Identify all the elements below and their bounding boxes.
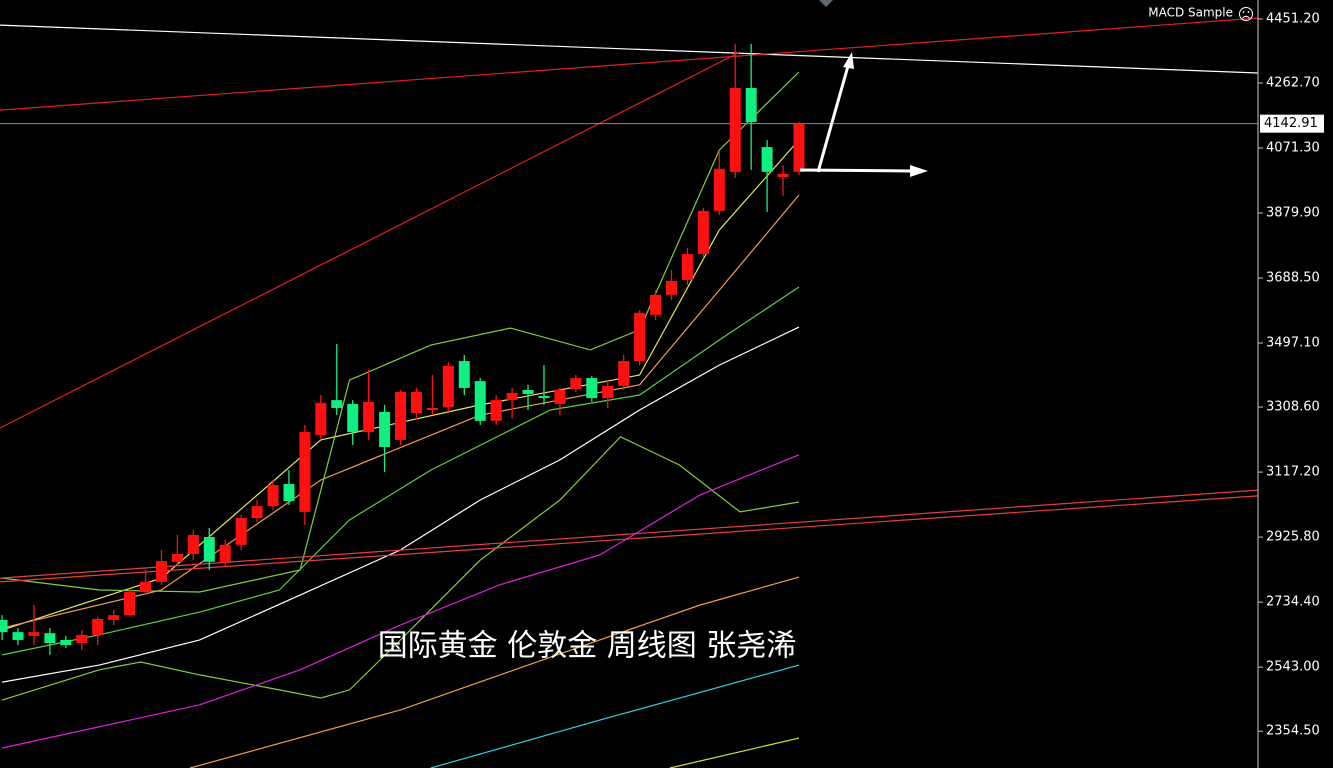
- watermark-text: 国际黄金 伦敦金 周线图 张尧浠: [378, 629, 797, 664]
- candle-body: [697, 210, 709, 255]
- candle-body: [729, 87, 741, 172]
- candle-body: [92, 618, 104, 635]
- candle-body: [458, 361, 470, 388]
- y-tick-label: 2354.50: [1266, 724, 1320, 739]
- shift-marker: [819, 0, 833, 7]
- y-tick-label: 3688.50: [1266, 271, 1320, 286]
- candle-body: [140, 581, 152, 593]
- candle-body: [650, 294, 662, 315]
- candle-body: [602, 385, 614, 399]
- y-tick-label: 3117.20: [1266, 465, 1320, 480]
- candle-body: [490, 400, 502, 421]
- candle-body: [347, 403, 359, 433]
- indicator-line: [669, 737, 800, 768]
- indicator-title: MACD Sample: [1148, 6, 1233, 20]
- arrows: [799, 52, 928, 177]
- candle-body: [506, 393, 518, 401]
- indicator-line: [2, 71, 800, 593]
- y-tick-label: 2734.40: [1266, 595, 1320, 610]
- indicator-line: [0, 24, 1258, 74]
- candle-body: [713, 168, 725, 211]
- current-price-label: 4142.91: [1264, 116, 1318, 131]
- candle-body: [681, 254, 693, 280]
- candle-body: [554, 389, 566, 404]
- candle-body: [171, 554, 183, 562]
- candle-body: [187, 534, 199, 555]
- candle-body: [777, 173, 789, 177]
- arrow-head: [910, 165, 928, 177]
- candle-body: [761, 147, 773, 172]
- candle-body: [76, 634, 88, 644]
- candle-body: [108, 615, 120, 620]
- candle-body: [570, 378, 582, 389]
- y-tick-label: 4451.20: [1266, 11, 1320, 26]
- candle-body: [44, 633, 56, 644]
- candle-body: [251, 506, 263, 519]
- candle-body: [538, 396, 550, 399]
- candle-body: [28, 632, 40, 636]
- indicator-line: [430, 664, 800, 768]
- indicator-line: [1, 436, 800, 701]
- candle-body: [793, 123, 805, 172]
- indicator-line: [189, 576, 800, 768]
- candle-body: [60, 639, 72, 646]
- arrow-line: [816, 65, 850, 173]
- y-tick-label: 4071.30: [1266, 140, 1320, 155]
- candle-body: [410, 391, 422, 414]
- candle-body: [395, 391, 407, 440]
- candle-body: [331, 400, 343, 408]
- plot-area: [0, 17, 1258, 768]
- candle-body: [745, 87, 757, 122]
- indicator-line: [0, 51, 741, 429]
- y-tick-label: 2925.80: [1266, 530, 1320, 545]
- candle-body: [474, 381, 486, 421]
- candle-body: [299, 432, 311, 512]
- y-tick-label: 2543.00: [1266, 660, 1320, 675]
- candle-body: [315, 402, 327, 436]
- candle-body: [12, 632, 24, 640]
- candle-body: [426, 407, 438, 410]
- y-tick-label: 3879.90: [1266, 206, 1320, 221]
- candle-body: [586, 378, 598, 399]
- candle-body: [283, 484, 295, 502]
- current-price-box: [1260, 114, 1324, 133]
- y-tick-label: 4262.70: [1266, 75, 1320, 90]
- candle-body: [203, 537, 215, 562]
- candle-body: [634, 312, 646, 362]
- candle-body: [235, 518, 247, 545]
- candle-body: [618, 361, 630, 386]
- candle-body: [124, 592, 136, 616]
- candle-body: [665, 280, 677, 295]
- candle-body: [219, 544, 231, 562]
- arrow-head: [843, 52, 854, 69]
- indicator-line: [1, 326, 800, 683]
- candle-body: [0, 619, 8, 633]
- indicator-line: [1, 286, 800, 656]
- candle-body: [522, 389, 534, 395]
- indicator-line: [0, 17, 1258, 111]
- indicator-line: [1, 454, 800, 749]
- candle-body: [442, 365, 454, 407]
- y-tick-label: 3497.10: [1266, 336, 1320, 351]
- candle-body: [363, 401, 375, 433]
- candle-body: [379, 412, 391, 448]
- candle-body: [267, 485, 279, 507]
- y-tick-label: 3308.60: [1266, 400, 1320, 415]
- smiley-icon: [1239, 7, 1253, 21]
- candle-body: [155, 561, 167, 582]
